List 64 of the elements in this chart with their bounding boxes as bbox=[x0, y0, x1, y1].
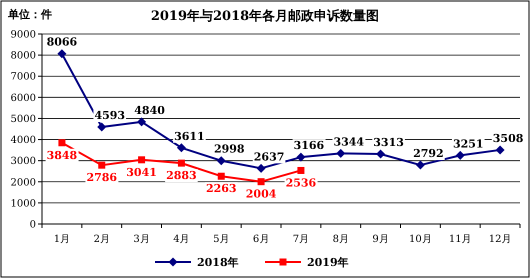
data-label: 2536 bbox=[286, 176, 317, 190]
y-tick-label: 3000 bbox=[10, 156, 36, 168]
point bbox=[218, 172, 225, 180]
legend-label: 2018年 bbox=[197, 256, 239, 269]
data-label: 4593 bbox=[94, 109, 126, 122]
y-tick-label: 4000 bbox=[10, 135, 36, 146]
point bbox=[98, 162, 106, 169]
data-label: 2637 bbox=[254, 150, 284, 164]
y-tick-label: 9000 bbox=[10, 30, 36, 40]
text: 单位：件 bbox=[7, 8, 52, 21]
data-label: 2792 bbox=[413, 147, 444, 160]
legend-label: 2019年 bbox=[307, 256, 349, 269]
chart-title: 2019年与2018年各月邮政申诉数量图 bbox=[150, 8, 380, 24]
point bbox=[256, 164, 266, 173]
x-tick-label: 10月 bbox=[409, 234, 432, 245]
point bbox=[137, 117, 146, 126]
point bbox=[216, 156, 226, 166]
y-tick-label: 0 bbox=[30, 220, 36, 230]
data-label: 3344 bbox=[333, 135, 364, 148]
data-label: 3848 bbox=[46, 148, 78, 162]
y-tick-label: 1000 bbox=[10, 198, 36, 210]
point bbox=[297, 166, 304, 174]
data-label: 2786 bbox=[86, 171, 118, 184]
x-tick-label: 11月 bbox=[448, 234, 472, 245]
point bbox=[376, 150, 386, 159]
data-label: 3251 bbox=[452, 137, 484, 150]
y-tick-label: 5000 bbox=[10, 114, 36, 125]
point bbox=[416, 160, 425, 170]
data-label: 3508 bbox=[492, 132, 524, 145]
data-label: 2883 bbox=[166, 169, 197, 182]
data-label: 3611 bbox=[174, 130, 205, 143]
data-label: 2998 bbox=[214, 142, 245, 156]
x-tick-label: 12月 bbox=[488, 234, 512, 245]
x-tick-label: 8月 bbox=[332, 234, 349, 245]
y-tick-label: 7000 bbox=[10, 72, 36, 83]
y-tick-label: 8000 bbox=[10, 50, 36, 62]
point bbox=[336, 148, 346, 158]
x-tick-label: 7月 bbox=[292, 234, 310, 245]
data-label: 3041 bbox=[126, 166, 157, 179]
x-tick-label: 2月 bbox=[94, 234, 110, 245]
data-label: 3313 bbox=[373, 136, 404, 150]
x-tick-label: 9月 bbox=[372, 234, 389, 245]
data-label: 2004 bbox=[246, 188, 277, 201]
point bbox=[496, 145, 505, 154]
point bbox=[97, 122, 106, 132]
data-label: 8066 bbox=[46, 36, 78, 49]
y-tick-label: 6000 bbox=[10, 92, 36, 104]
point bbox=[176, 143, 186, 152]
data-label: 4840 bbox=[134, 104, 166, 117]
x-tick-label: 6月 bbox=[252, 234, 270, 245]
x-tick-label: 4月 bbox=[173, 234, 190, 245]
point bbox=[58, 139, 66, 146]
point bbox=[296, 152, 306, 162]
data-label: 3166 bbox=[294, 139, 325, 152]
point bbox=[57, 49, 66, 58]
point bbox=[138, 156, 146, 164]
y-tick-label: 2000 bbox=[10, 177, 36, 188]
point bbox=[456, 150, 465, 160]
point bbox=[178, 160, 185, 167]
data-label: 2263 bbox=[206, 182, 237, 196]
x-tick-label: 5月 bbox=[213, 234, 230, 245]
point bbox=[258, 178, 265, 186]
x-tick-label: 1月 bbox=[54, 234, 70, 245]
x-tick-label: 3月 bbox=[133, 234, 150, 245]
